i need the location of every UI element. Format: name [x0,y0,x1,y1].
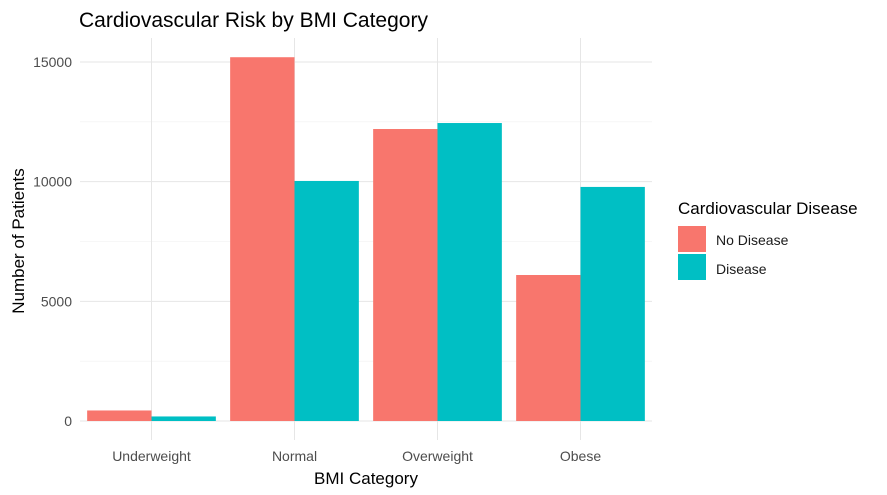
bar-no-disease-overweight [373,129,438,421]
legend-swatch-disease [678,254,706,280]
x-axis-ticks: Underweight Normal Overweight Obese [112,448,601,464]
x-tick-label: Underweight [112,448,191,464]
legend-label-disease: Disease [716,261,767,277]
x-tick-label: Normal [272,448,317,464]
legend-swatch-no-disease [678,226,706,252]
y-tick-label: 10000 [33,174,72,190]
bar-disease-normal [294,180,359,421]
chart-title: Cardiovascular Risk by BMI Category [79,9,428,32]
bar-disease-underweight [151,416,216,421]
legend-title: Cardiovascular Disease [678,199,858,218]
bar-disease-obese [580,186,645,421]
x-tick-label: Overweight [402,448,473,464]
y-tick-label: 15000 [33,54,72,70]
y-axis-label: Number of Patients [9,168,28,314]
bar-no-disease-underweight [87,410,152,421]
legend: Cardiovascular Disease No Disease Diseas… [678,199,858,280]
legend-label-no-disease: No Disease [716,232,789,248]
y-axis-ticks: 0 5000 10000 15000 [33,54,72,429]
y-tick-label: 5000 [41,293,72,309]
bar-no-disease-normal [230,57,295,422]
bar-no-disease-obese [516,275,581,421]
x-tick-label: Obese [560,448,601,464]
y-tick-label: 0 [64,413,72,429]
bar-disease-overweight [437,123,502,421]
bars [87,57,645,422]
x-axis-label: BMI Category [314,469,418,488]
